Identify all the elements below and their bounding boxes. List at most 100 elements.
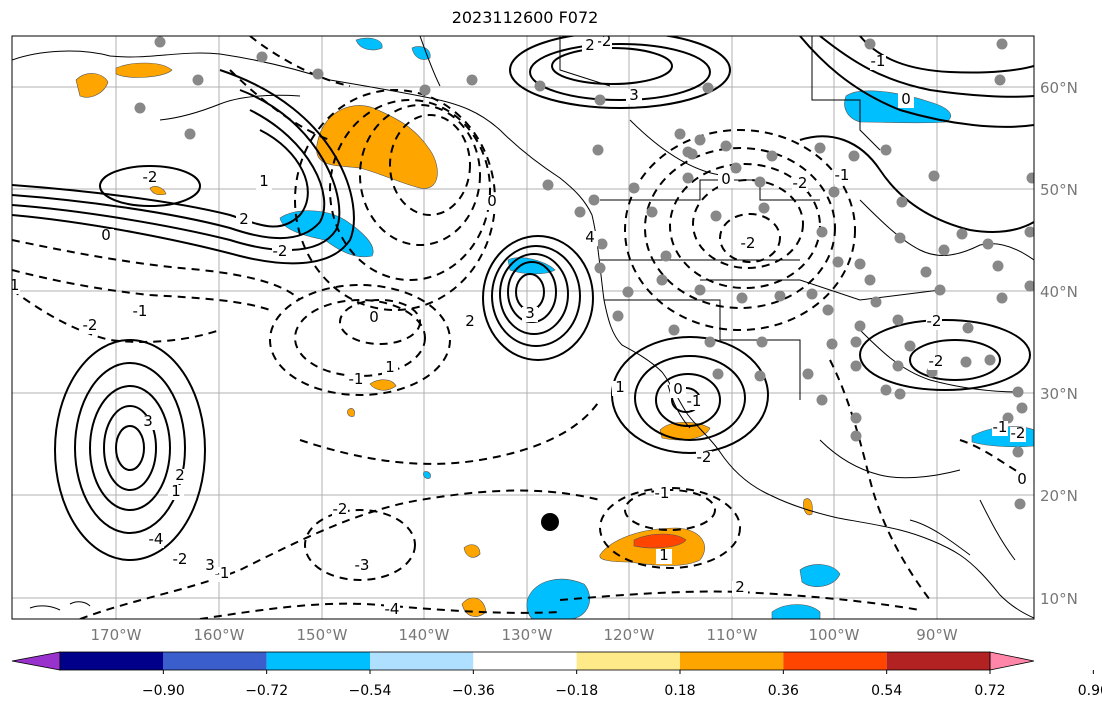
station-dot <box>1026 172 1034 184</box>
contour-dashed-east <box>829 359 931 601</box>
map-title: 2023112600 F072 <box>451 8 599 27</box>
contour-label-bg <box>898 93 914 108</box>
contour-dashed-south-2 <box>199 602 561 619</box>
contour-low-gulf-4 <box>389 114 471 216</box>
contour-label: 3 <box>143 412 153 430</box>
contour-label-bg <box>718 173 734 188</box>
contour-dashed-north-1 <box>229 69 331 141</box>
map-area[interactable] <box>12 36 1034 619</box>
station-dot <box>850 360 862 372</box>
contour-dashed-west-2 <box>12 289 221 343</box>
map-frame <box>11 35 1035 620</box>
station-dot <box>712 368 724 380</box>
contour-label: -1 <box>5 276 20 294</box>
station-dot <box>1002 412 1014 424</box>
contour-low-rockies-1 <box>624 129 856 331</box>
station-dot <box>766 150 778 162</box>
shade-blue-4 <box>526 578 590 619</box>
shade-orange-gulf-alaska <box>316 105 438 189</box>
station-dot <box>592 144 604 156</box>
station-dot <box>938 244 950 256</box>
contour-high-west-2 <box>74 362 186 534</box>
contour-label-bg <box>384 603 400 618</box>
contour-dashed-west-1 <box>12 239 301 301</box>
contour-label: -1 <box>133 302 148 320</box>
station-dot <box>720 140 732 152</box>
station-dot <box>850 336 862 348</box>
contour-label: -1 <box>871 52 886 70</box>
contour-label-bg <box>582 39 598 54</box>
contour-label-bg <box>732 581 748 596</box>
station-dot <box>850 430 862 442</box>
station-dot <box>1024 280 1034 292</box>
colorbar-tick-label: −0.54 <box>349 683 392 699</box>
contour-label-bg <box>382 361 398 376</box>
station-dot <box>594 94 606 106</box>
contour-label-bg <box>348 373 364 388</box>
station-dot <box>848 150 860 162</box>
station-dot <box>686 148 698 160</box>
contours <box>12 36 1034 619</box>
shade-blue-1 <box>279 210 374 258</box>
contour-label: -2 <box>927 312 942 330</box>
contour-label-bg <box>462 315 478 330</box>
station-dot <box>628 182 640 194</box>
contour-low-rockies-2 <box>644 147 836 309</box>
station-dot <box>674 128 686 140</box>
station-dot <box>814 142 826 154</box>
station-dot <box>646 206 658 218</box>
contour-label-bg <box>236 213 252 228</box>
contour-label-bg <box>792 177 808 192</box>
shade-orange-alaska-2 <box>115 62 173 78</box>
station-dot <box>256 51 268 63</box>
station-dot <box>956 228 968 240</box>
contour-label-bg <box>992 421 1008 436</box>
station-dot <box>192 74 204 86</box>
colorbar-tick-label: 0.18 <box>664 683 695 699</box>
contour-low-rockies-5 <box>719 213 781 263</box>
contour-low-gulf-3 <box>359 104 481 246</box>
contour-label: -2 <box>273 242 288 260</box>
shade-orange-aleutian <box>149 186 167 196</box>
lon-label: 150°W <box>297 626 348 644</box>
contour-label: 1 <box>385 358 395 376</box>
contour-label: 0 <box>101 226 111 244</box>
contour-label-bg <box>1010 427 1026 442</box>
colorbar-segment <box>60 652 164 670</box>
contour-label: -2 <box>597 32 612 50</box>
longitude-labels: 170°W 160°W 150°W 140°W 130°W 120°W 110°W 100°W… <box>91 626 958 644</box>
contour-label: 0 <box>721 170 731 188</box>
contour-westerly-2 <box>12 109 326 240</box>
station-dot <box>850 412 862 424</box>
station-dot <box>754 370 766 382</box>
contour-label: -2 <box>697 448 712 466</box>
colorbar-tick-label: −0.36 <box>452 683 495 699</box>
colorbar-segment <box>680 652 784 670</box>
contour-labels: 0210321-4-2-1-2-3-4-2-1-2-1012340-2-2-1-… <box>5 32 1030 618</box>
colorbar-segment <box>163 652 267 670</box>
contour-label: 2 <box>175 466 185 484</box>
contour-high-west-4 <box>103 405 157 491</box>
contour-label-bg <box>168 485 184 500</box>
contour-label-bg <box>612 381 628 396</box>
station-dot <box>1024 226 1034 238</box>
contour-label: 1 <box>171 482 181 500</box>
colorbar-segment <box>370 652 474 670</box>
colorbar-tick-label: −0.72 <box>245 683 288 699</box>
colorbar-tick-label: 0.72 <box>974 683 1005 699</box>
contour-high-pacific-3 <box>499 253 569 335</box>
shade-orange-small-1 <box>369 379 397 391</box>
station-dot <box>596 238 608 250</box>
colorbar-segment <box>783 652 887 670</box>
contour-label-bg <box>686 395 702 410</box>
contour-label: 3 <box>205 556 215 574</box>
lat-label: 10°N <box>1040 590 1078 608</box>
colorbar-tick-label: 0.90 <box>1078 683 1102 699</box>
lon-label: 120°W <box>604 626 655 644</box>
contour-label-bg <box>626 89 642 104</box>
contour-label-bg <box>740 237 756 252</box>
contour-label: -1 <box>215 564 230 582</box>
storm-center-marker[interactable] <box>541 513 559 531</box>
station-dot <box>588 194 600 206</box>
contour-low-central-2 <box>294 299 426 377</box>
